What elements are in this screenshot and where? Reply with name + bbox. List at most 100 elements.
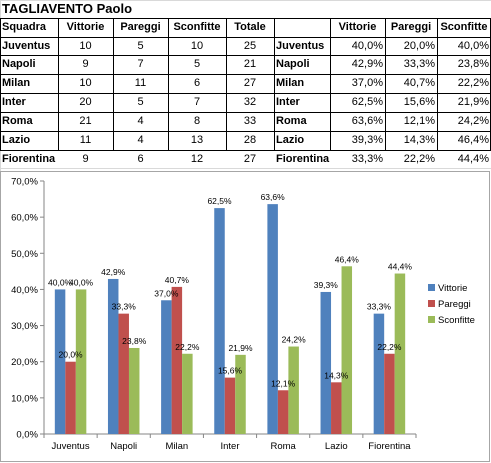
legend-swatch-pareggi — [428, 300, 435, 307]
table-border — [0, 18, 274, 19]
bar-pareggi-roma — [277, 390, 289, 434]
table-border — [168, 18, 169, 151]
data-label: 33,3% — [112, 302, 137, 312]
right-table-cell: 23,8% — [457, 58, 489, 71]
right-table-cell: Juventus — [276, 39, 325, 52]
sheet-gridline — [0, 0, 491, 1]
data-label: 24,2% — [282, 335, 307, 345]
left-table-cell: 28 — [243, 133, 257, 146]
left-table-cell: 8 — [193, 114, 201, 127]
legend-swatch-sconfitte — [428, 316, 435, 323]
right-table-cell: 21,9% — [457, 96, 489, 109]
chart-data-labels: 40,0% 20,0% 40,0% 42,9% 33,3% 23,8% 37,0% 40,7%… — [48, 192, 412, 388]
x-tick-label: Inter — [220, 441, 239, 452]
left-table-cell: 7 — [193, 96, 201, 109]
left-table-cell: 25 — [243, 39, 257, 52]
data-label: 15,6% — [218, 366, 243, 376]
table-border — [274, 36, 491, 38]
right-header-vittorie: Vittorie — [338, 21, 377, 33]
right-table-cell: 40,0% — [351, 39, 383, 52]
data-label: 12,1% — [271, 378, 296, 388]
bar-sconfitte-milan — [182, 353, 193, 434]
y-tick-label: 10,0% — [11, 393, 38, 404]
left-header-vittorie: Vittorie — [66, 21, 105, 33]
legend-label-pareggi: Pareggi — [438, 299, 471, 310]
table-border — [226, 18, 227, 151]
bar-pareggi-milan — [171, 286, 183, 434]
data-label: 46,4% — [335, 254, 360, 264]
right-table-cell: Napoli — [276, 58, 310, 71]
bar-vittorie-juventus — [54, 289, 66, 434]
left-table-cell: 4 — [137, 133, 144, 146]
left-table-cell: 10 — [79, 77, 92, 90]
left-table-cell: 6 — [137, 152, 144, 165]
right-table-cell: Milan — [276, 77, 305, 90]
data-label: 20,0% — [59, 350, 84, 360]
table-border — [274, 18, 491, 19]
table-border — [0, 130, 274, 132]
right-table-cell: 14,3% — [403, 133, 435, 146]
data-label: 21,9% — [228, 343, 253, 353]
left-table-cell: 32 — [243, 96, 257, 109]
left-table-cell: 5 — [137, 96, 144, 109]
x-tick-label: Roma — [270, 441, 296, 452]
table-border — [274, 111, 491, 113]
left-header-totale: Totale — [234, 21, 266, 33]
data-label: 22,2% — [377, 342, 402, 352]
left-table-cell: 4 — [137, 114, 144, 127]
x-tick-label: Juventus — [52, 441, 90, 452]
left-header-squadra: Squadra — [2, 21, 47, 33]
left-table-cell: 21 — [79, 114, 92, 127]
left-table-cell: 9 — [82, 152, 89, 165]
table-border — [58, 18, 59, 151]
right-table-cell: 24,2% — [457, 114, 489, 127]
legend-label-vittorie: Vittorie — [438, 283, 467, 294]
left-table-cell: Juventus — [2, 39, 51, 52]
left-table-cell: 10 — [79, 39, 92, 52]
right-table-cell: 22,2% — [457, 77, 489, 90]
y-tick-label: 40,0% — [11, 285, 38, 296]
left-table-cell: 13 — [190, 133, 204, 146]
left-table-cell: 33 — [243, 114, 257, 127]
data-label: 40,0% — [69, 277, 94, 287]
right-table-cell: 62,5% — [351, 96, 383, 109]
right-table-cell: 33,3% — [403, 58, 435, 71]
right-table-cell: 37,0% — [351, 77, 383, 90]
table-border — [113, 18, 114, 151]
left-table-cell: 27 — [243, 152, 257, 165]
bar-sconfitte-napoli — [128, 347, 140, 434]
left-table-cell: 12 — [190, 152, 204, 165]
table-border — [274, 150, 491, 151]
data-label: 37,0% — [154, 288, 179, 298]
y-tick-label: 20,0% — [11, 357, 38, 368]
right-table-cell: 15,6% — [403, 96, 435, 109]
left-table-cell: 5 — [137, 39, 144, 52]
chart-legend: Vittorie Pareggi Sconfitte — [428, 283, 475, 326]
bar-pareggi-lazio — [331, 382, 342, 434]
bar-sconfitte-inter — [235, 354, 246, 434]
table-border — [274, 93, 491, 95]
bar-pareggi-juventus — [65, 361, 76, 434]
data-label: 40,7% — [165, 275, 190, 285]
right-table-cell: 44,4% — [457, 152, 489, 165]
table-border — [0, 150, 274, 151]
chart-axes: 0,0% 10,0% 20,0% 30,0% 40,0% 50,0% 60,0% 70,0% J… — [11, 177, 417, 452]
right-table-cell: Fiorentina — [276, 152, 330, 165]
data-label: 22,2% — [175, 342, 200, 352]
right-table-cell: 33,3% — [351, 152, 383, 165]
table-border — [437, 18, 438, 151]
bar-pareggi-inter — [224, 377, 236, 434]
y-tick-label: 30,0% — [11, 321, 38, 332]
bar-vittorie-fiorentina — [373, 313, 385, 434]
table-border — [274, 130, 491, 132]
right-header-pareggi: Pareggi — [390, 21, 432, 33]
table-border — [274, 18, 275, 151]
table-border — [0, 74, 274, 76]
table-border — [0, 36, 274, 38]
left-table-cell: 5 — [193, 58, 201, 71]
bar-pareggi-napoli — [118, 313, 129, 434]
left-table-cell: 21 — [243, 58, 257, 71]
right-table-cell: 20,0% — [403, 39, 435, 52]
table-border — [330, 18, 331, 151]
right-table-cell: 46,4% — [457, 133, 489, 146]
